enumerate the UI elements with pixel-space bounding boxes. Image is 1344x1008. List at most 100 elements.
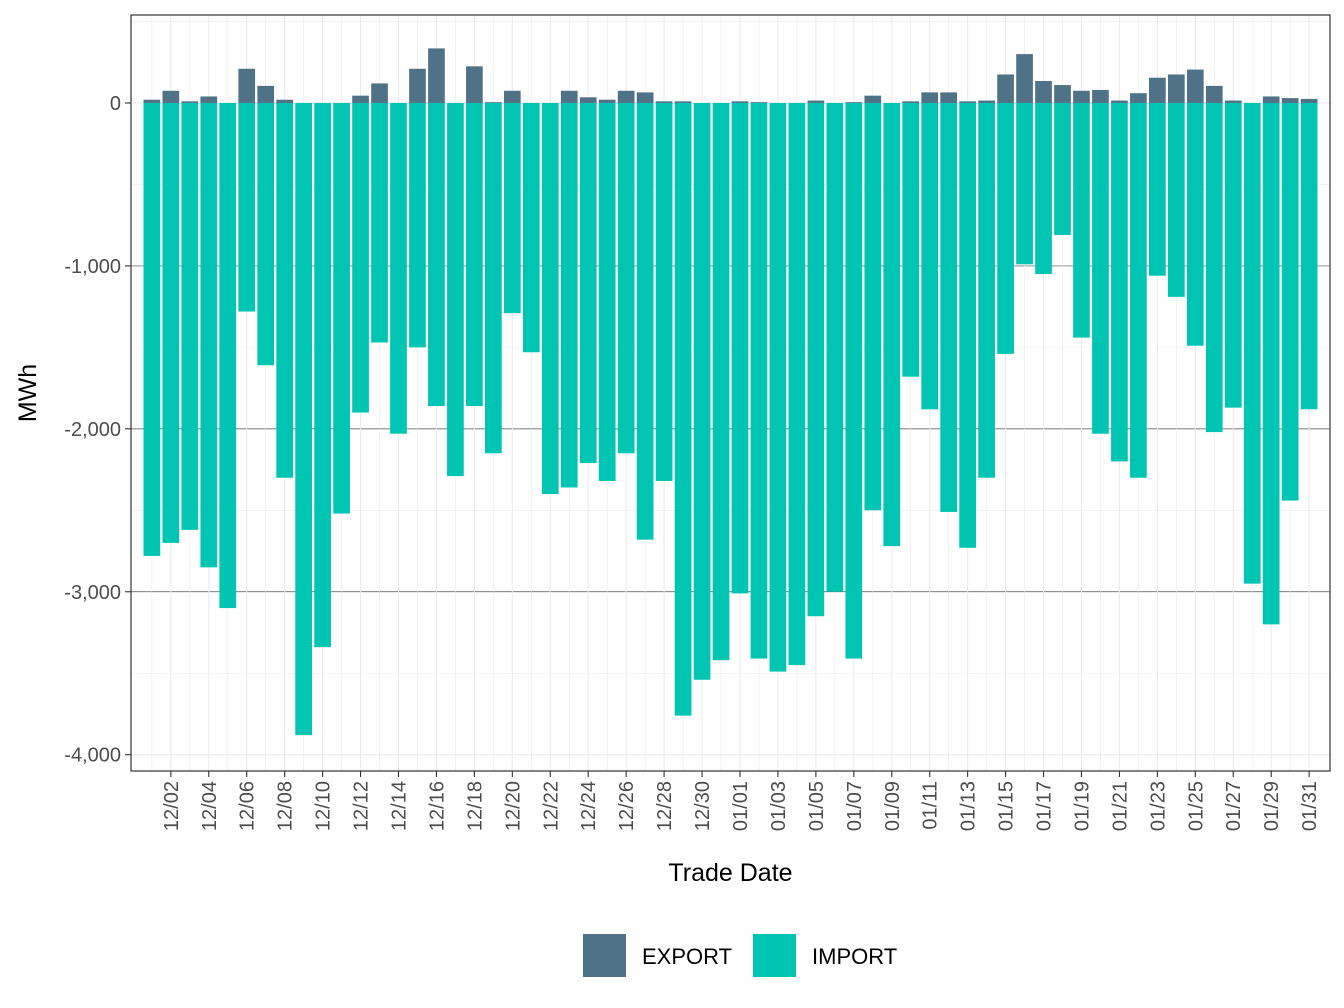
- bar-export-01-22: [1130, 93, 1147, 103]
- bar-import-12-16: [428, 102, 445, 407]
- legend-key-export: [583, 934, 626, 977]
- legend-label-import: IMPORT: [812, 944, 897, 969]
- x-tick-label: 01/17: [1034, 781, 1056, 831]
- bar-import-01-11: [921, 102, 939, 410]
- bar-export-01-24: [1167, 74, 1185, 103]
- y-tick-label: 0: [110, 93, 121, 115]
- legend-label-export: EXPORT: [642, 944, 732, 969]
- bar-export-12-24: [579, 97, 597, 103]
- legend: EXPORT IMPORT: [583, 934, 897, 977]
- x-tick-label: 12/28: [654, 781, 676, 831]
- bar-import-12-02: [162, 102, 180, 543]
- bar-import-01-07: [845, 102, 863, 659]
- x-tick-label: 01/29: [1261, 781, 1283, 831]
- y-axis: 0 -1,000 -2,000 -3,000 -4,000: [64, 93, 131, 767]
- x-axis: 12/02 12/04 12/06 12/08 12/10 12/12 12/14 12/16…: [161, 771, 1321, 831]
- bar-export-01-19: [1073, 90, 1090, 103]
- x-tick-label: 12/26: [616, 781, 638, 831]
- bar-export-12-29: [674, 101, 692, 103]
- bar-import-12-19: [485, 102, 502, 454]
- panel-border: [130, 14, 1331, 772]
- bar-export-12-01: [143, 99, 161, 103]
- x-tick-label: 01/13: [958, 781, 980, 831]
- bar-export-12-07: [257, 85, 275, 103]
- bar-export-01-10: [902, 101, 920, 103]
- bar-export-01-31: [1300, 98, 1318, 103]
- bar-import-01-10: [902, 102, 920, 377]
- bar-import-01-20: [1092, 102, 1109, 434]
- bar-export-01-11: [921, 92, 939, 103]
- bar-export-12-12: [352, 95, 369, 103]
- x-tick-label: 12/22: [540, 781, 562, 831]
- bar-import-12-06: [238, 102, 256, 312]
- x-tick-label: 01/01: [730, 781, 752, 831]
- bar-import-01-22: [1130, 102, 1147, 478]
- bar-import-12-14: [390, 102, 407, 434]
- bar-import-01-16: [1016, 102, 1033, 265]
- bar-import-12-04: [200, 102, 218, 568]
- y-tick-label: -3,000: [64, 582, 121, 604]
- x-tick-label: 12/10: [313, 781, 335, 831]
- bar-export-12-28: [655, 101, 673, 103]
- bar-export-12-26: [617, 90, 635, 103]
- bar-export-01-17: [1035, 80, 1052, 103]
- bar-import-12-05: [219, 102, 237, 609]
- bar-import-12-20: [503, 102, 521, 314]
- x-tick-label: 12/18: [464, 781, 486, 831]
- bar-export-01-29: [1262, 96, 1280, 103]
- bar-import-12-29: [674, 102, 692, 716]
- x-tick-label: 12/16: [426, 781, 448, 831]
- bar-import-12-27: [636, 102, 654, 540]
- x-tick-label: 12/04: [199, 781, 221, 831]
- bar-import-12-18: [466, 102, 483, 407]
- x-tick-label: 01/31: [1299, 781, 1321, 831]
- bar-export-12-16: [428, 48, 445, 103]
- bar-import-01-05: [807, 102, 825, 617]
- x-tick-label: 01/15: [996, 781, 1018, 831]
- bar-export-01-26: [1205, 85, 1223, 103]
- bar-import-01-15: [997, 102, 1014, 354]
- x-tick-label: 01/11: [920, 781, 942, 830]
- bar-import-01-24: [1167, 102, 1185, 297]
- bar-export-12-18: [466, 66, 483, 103]
- bar-import-01-13: [959, 102, 976, 548]
- bar-import-12-13: [371, 102, 388, 343]
- bar-import-12-11: [333, 102, 350, 514]
- bar-import-12-15: [409, 102, 426, 348]
- bar-import-01-09: [883, 102, 901, 547]
- bar-import-12-31: [712, 102, 730, 661]
- bar-import-12-12: [352, 102, 369, 413]
- bar-import-01-02: [750, 102, 768, 659]
- y-tick-label: -4,000: [64, 745, 121, 767]
- x-tick-label: 01/07: [844, 781, 866, 831]
- bar-import-01-06: [826, 102, 844, 592]
- bar-import-01-25: [1186, 102, 1204, 346]
- bar-export-01-08: [864, 95, 882, 103]
- bar-export-01-21: [1111, 100, 1128, 103]
- bar-export-01-25: [1186, 69, 1204, 103]
- bar-import-12-07: [257, 102, 275, 366]
- bar-export-12-04: [200, 96, 218, 103]
- bar-export-01-07: [845, 102, 863, 103]
- bar-export-12-19: [485, 102, 502, 103]
- bar-export-01-15: [997, 74, 1014, 103]
- bar-import-12-26: [617, 102, 635, 454]
- bar-import-12-22: [541, 102, 559, 495]
- bar-export-01-18: [1054, 85, 1071, 103]
- bar-import-01-14: [978, 102, 995, 478]
- bar-export-01-23: [1149, 77, 1166, 103]
- bar-import-01-30: [1281, 102, 1299, 501]
- y-axis-title: MWh: [14, 364, 42, 422]
- x-tick-label: 01/05: [806, 781, 828, 831]
- bar-export-01-13: [959, 101, 976, 103]
- bar-export-01-27: [1224, 100, 1242, 103]
- bar-export-01-16: [1016, 54, 1033, 103]
- bar-import-01-12: [940, 102, 958, 512]
- bar-export-12-02: [162, 90, 180, 103]
- bar-export-12-27: [636, 92, 654, 103]
- bar-export-12-08: [276, 99, 294, 103]
- bar-import-01-03: [769, 102, 787, 672]
- x-tick-label: 12/30: [692, 781, 714, 831]
- bar-import-01-26: [1205, 102, 1223, 433]
